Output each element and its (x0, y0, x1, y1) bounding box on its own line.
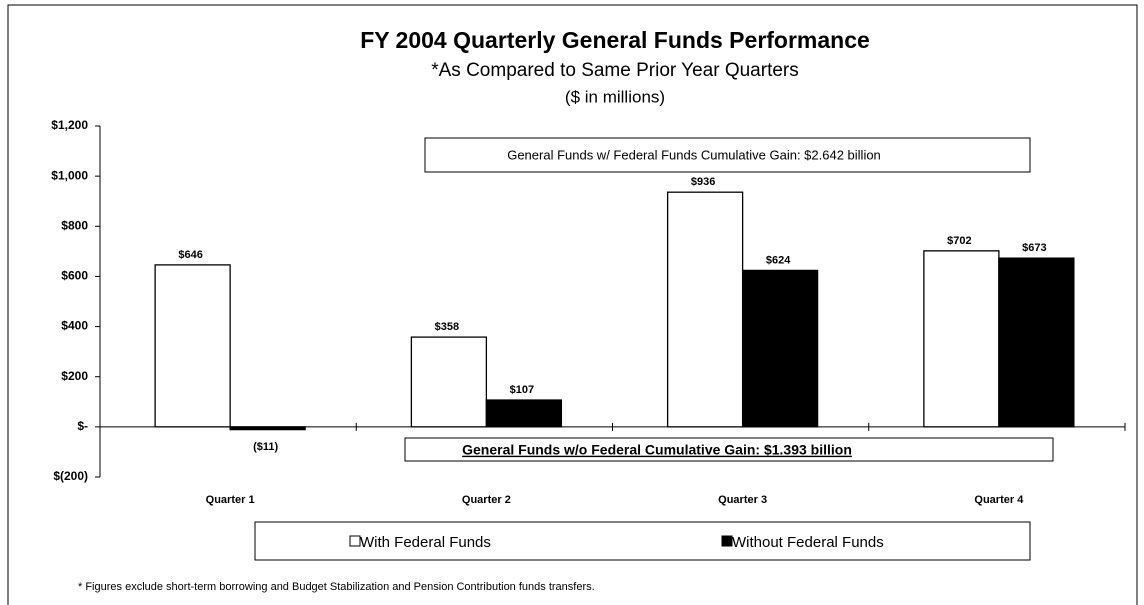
value-label: $646 (178, 249, 202, 261)
legend-label: Without Federal Funds (732, 534, 884, 551)
bar (154, 264, 231, 428)
x-tick-label: Quarter 4 (974, 494, 1024, 506)
bar (741, 269, 819, 428)
annotation-box (404, 437, 1054, 462)
frame (7, 4, 1138, 605)
y-tick-label: $(200) (53, 469, 88, 483)
bar (410, 336, 488, 428)
y-tick-label: $1,000 (51, 168, 88, 182)
bar (998, 257, 1075, 428)
value-label: $673 (1022, 242, 1046, 254)
chart-title: FY 2004 Quarterly General Funds Performa… (360, 27, 870, 53)
value-label: $624 (766, 254, 791, 266)
bar (229, 426, 306, 431)
value-label: ($11) (253, 441, 278, 453)
y-tick-label: $400 (61, 319, 88, 333)
y-tick-label: $800 (61, 218, 88, 232)
x-tick-label: Quarter 2 (462, 494, 511, 506)
annotation: General Funds w/ Federal Funds Cumulativ… (507, 147, 881, 162)
unit-note: ($ in millions) (565, 87, 665, 106)
y-tick-label: $1,200 (51, 118, 88, 132)
legend-label: With Federal Funds (360, 534, 491, 551)
x-tick-label: Quarter 3 (718, 494, 767, 506)
legend-swatch (721, 535, 733, 547)
bar (485, 399, 563, 428)
value-label: $107 (510, 384, 534, 396)
bar (923, 250, 1000, 428)
legend-swatch (349, 535, 361, 547)
annotation-box (424, 137, 1031, 173)
x-tick-label: Quarter 1 (206, 494, 255, 506)
value-label: $358 (435, 321, 459, 333)
bar (666, 191, 744, 428)
y-tick-label: $- (77, 419, 88, 433)
legend-box (254, 521, 1031, 561)
value-label: $702 (947, 235, 971, 247)
annotation: General Funds w/o Federal Cumulative Gai… (462, 442, 852, 458)
chart-subtitle: *As Compared to Same Prior Year Quarters (431, 60, 799, 81)
footnote: * Figures exclude short-term borrowing a… (78, 581, 595, 593)
y-tick-label: $200 (61, 369, 88, 383)
y-tick-label: $600 (61, 269, 88, 283)
value-label: $936 (691, 176, 715, 188)
